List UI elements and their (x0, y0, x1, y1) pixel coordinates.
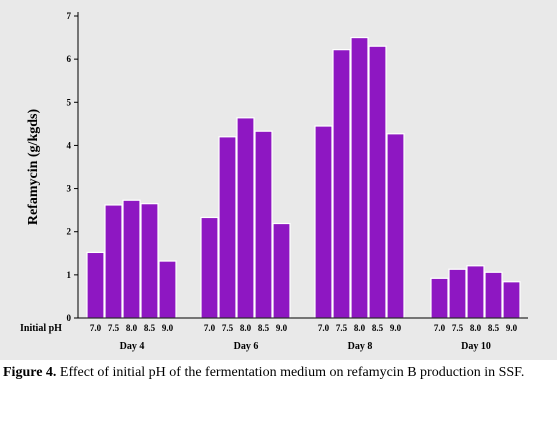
bar (466, 265, 485, 319)
x-tick-label: 7.0 (204, 323, 216, 333)
bar (448, 268, 467, 319)
bar (272, 222, 291, 319)
bar (200, 216, 219, 319)
x-tick-label: 8.5 (488, 323, 500, 333)
group-label: Day 6 (234, 341, 259, 352)
caption-text: Effect of initial pH of the fermentation… (56, 365, 525, 380)
x-tick-label: 7.5 (108, 323, 120, 333)
bar (236, 117, 255, 319)
x-tick-label: 9.0 (390, 323, 402, 333)
bar (502, 281, 521, 319)
x-tick-label: 8.5 (372, 323, 384, 333)
bar (122, 199, 141, 319)
y-tick-label: 4 (67, 140, 72, 150)
group-label: Day 10 (461, 341, 491, 352)
bar (86, 251, 105, 319)
bar (254, 130, 273, 319)
y-tick-label: 3 (67, 184, 72, 194)
bar-chart: 0 1 2 3 4 5 6 7 7.0 7.5 8.0 8.5 9.0 7.0 7.5 8.0 8.5 9.0 7… (20, 11, 528, 352)
bar (314, 125, 333, 319)
x-tick-label: 7.5 (336, 323, 348, 333)
bar (350, 36, 369, 319)
y-axis-title: Refamycin (g/kgds) (26, 109, 41, 226)
x-tick-label: 8.5 (258, 323, 270, 333)
y-tick-label: 0 (67, 313, 72, 323)
y-tick-label: 7 (67, 11, 72, 21)
bar (140, 203, 159, 319)
bar (386, 133, 405, 319)
x-tick-label: 8.0 (470, 323, 482, 333)
y-tick-label: 5 (67, 97, 72, 107)
chart-panel: 0 1 2 3 4 5 6 7 7.0 7.5 8.0 8.5 9.0 7.0 7.5 8.0 8.5 9.0 7… (0, 0, 557, 360)
x-tick-label: 8.5 (144, 323, 156, 333)
x-tick-label: 7.0 (318, 323, 330, 333)
y-tick-label: 2 (67, 227, 72, 237)
x-tick-label: 7.5 (222, 323, 234, 333)
figure-caption: Figure 4. Effect of initial pH of the fe… (3, 365, 555, 381)
bar (484, 271, 503, 319)
x-tick-label: 8.0 (126, 323, 138, 333)
x-tick-label: 8.0 (354, 323, 366, 333)
x-tick-label: 7.5 (452, 323, 464, 333)
group-label: Day 4 (120, 341, 145, 352)
x-tick-label: 7.0 (434, 323, 446, 333)
caption-label: Figure 4. (3, 365, 57, 380)
x-tick-label: 9.0 (276, 323, 288, 333)
x-tick-label: 7.0 (90, 323, 102, 333)
x-tick-label: 8.0 (240, 323, 252, 333)
group-label: Day 8 (348, 341, 373, 352)
bar (332, 49, 351, 319)
x-tick-label: 9.0 (506, 323, 518, 333)
bar (218, 136, 237, 319)
bar (430, 277, 449, 319)
bar (158, 260, 177, 319)
x-tick-label: 9.0 (162, 323, 174, 333)
y-tick-label: 1 (67, 270, 72, 280)
bar (368, 45, 387, 319)
x-row-title: Initial pH (20, 323, 62, 334)
y-tick-label: 6 (67, 54, 72, 64)
bar (104, 204, 123, 319)
